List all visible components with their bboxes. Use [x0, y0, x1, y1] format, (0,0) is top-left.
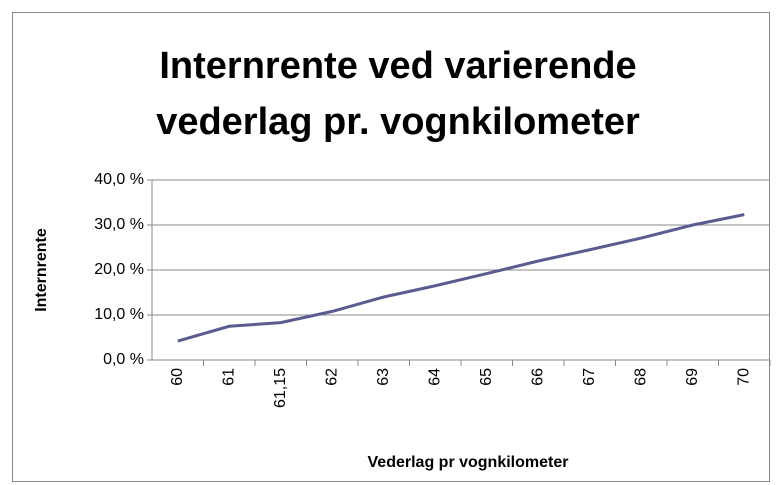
x-tick-label: 61 [220, 368, 237, 386]
y-tick-label: 40,0 % [94, 171, 144, 188]
x-tick-label: 63 [375, 368, 392, 386]
x-tick-label: 68 [632, 368, 649, 386]
y-tick-label: 0,0 % [103, 351, 144, 368]
x-tick-label: 60 [169, 368, 186, 386]
x-tick-label: 62 [323, 368, 340, 386]
y-tick-label: 10,0 % [94, 306, 144, 323]
x-axis-label: Vederlag pr vognkilometer [368, 454, 569, 471]
y-tick-label: 20,0 % [94, 261, 144, 278]
x-tick-label: 70 [735, 368, 752, 386]
chart-title: Internrente ved varierende vederlag pr. … [156, 45, 640, 143]
x-tick-label: 65 [478, 368, 495, 386]
data-line [177, 213, 745, 343]
y-tick-label: 30,0 % [94, 216, 144, 233]
x-tick-label: 66 [529, 368, 546, 386]
y-axis-label: Internrente [33, 228, 50, 312]
x-tick-label: 61,15 [272, 368, 289, 408]
x-tick-label: 67 [581, 368, 598, 386]
x-tick-label: 69 [684, 368, 701, 386]
chart-border [12, 12, 770, 482]
x-tick-label: 64 [426, 368, 443, 386]
